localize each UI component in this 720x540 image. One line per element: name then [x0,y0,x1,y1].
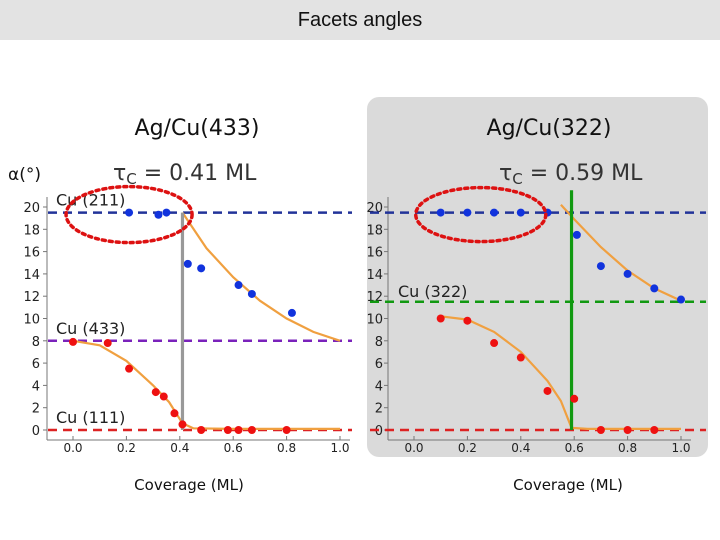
tau-value: = 0.59 ML [523,161,643,186]
reference-line-label: Cu (111) [56,408,125,427]
x-tick-label: 0.8 [618,441,637,455]
data-point-blue [154,210,163,219]
x-tick-label: 0.4 [511,441,530,455]
x-tick-label: 1.0 [671,441,690,455]
data-point-red [223,426,232,434]
data-point-red [650,426,659,434]
data-point-blue [197,264,206,273]
y-tick-label: 8 [375,335,383,350]
x-tick-label: 1.0 [330,441,349,455]
y-tick-label: 6 [32,357,40,372]
tau-subscript: C [512,170,522,188]
chart-panel-1: Ag/Cu(433) τC = 0.41 ML 0 2 4 6 8 10 12 14 16 18 20 0… [23,116,352,494]
data-point-red [247,426,256,434]
data-point-red [151,388,160,397]
highlight-ellipse [414,185,548,244]
data-point-red [170,409,179,418]
y-tick-label: 18 [23,223,40,238]
data-point-red [623,426,632,434]
y-tick-label: 10 [366,313,383,328]
data-point-red [490,339,499,348]
slide-title: Facets angles [0,0,720,40]
y-tick-label: 8 [32,335,40,350]
x-tick-label: 0.6 [565,441,584,455]
tau-annotation: τC = 0.41 ML [113,161,257,188]
data-point-red [125,364,134,373]
chart-layer: Ag/Cu(433)τC = 0.41 ML024681012141618200… [23,116,706,494]
y-tick-label: 2 [375,402,383,417]
tau-annotation: τC = 0.59 ML [499,161,643,188]
chart-title: Ag/Cu(433) [135,116,260,141]
x-tick-label: 0.2 [117,441,136,455]
data-point-red [596,426,605,434]
data-point-red [234,426,243,434]
y-tick-label: 12 [23,290,40,305]
reference-line-label: Cu (322) [398,282,467,301]
data-point-red [159,392,168,401]
data-point-blue [490,208,499,217]
tau-symbol: τ [499,161,512,186]
data-point-blue [623,269,632,278]
tau-subscript: C [126,170,136,188]
data-point-blue [287,308,296,317]
y-tick-label: 16 [23,246,40,261]
data-point-blue [463,208,472,217]
y-tick-label: 14 [23,268,40,283]
data-point-red [570,394,579,403]
right-panel-background [367,97,708,457]
data-point-blue [436,208,445,217]
y-tick-label: 16 [366,246,383,261]
data-point-blue [162,208,171,217]
data-point-red [543,386,552,395]
y-tick-label: 2 [32,402,40,417]
fit-curve [72,339,340,430]
y-tick-label: 20 [23,201,40,216]
y-axis-label: α(°) [8,165,41,185]
fit-curve [181,211,341,342]
tau-symbol: τ [113,161,126,186]
data-point-red [197,426,206,434]
x-tick-label: 0.0 [63,441,82,455]
x-axis-title: Coverage (ML) [513,476,623,494]
x-tick-label: 0.8 [277,441,296,455]
data-point-red [103,339,112,348]
y-tick-label: 6 [375,357,383,372]
data-point-red [282,426,291,434]
fit-curve [440,315,681,430]
y-tick-label: 10 [23,313,40,328]
data-point-blue [125,208,134,217]
data-point-blue [596,262,605,271]
data-point-red [178,420,187,429]
y-tick-label: 4 [375,379,383,394]
data-point-blue [516,208,525,217]
y-tick-label: 0 [32,424,40,439]
data-point-blue [650,284,659,293]
chart-title: Ag/Cu(322) [487,116,612,141]
tau-value: = 0.41 ML [137,161,257,186]
chart-panel-2: Ag/Cu(322)τC = 0.59 ML024681012141618200… [366,116,706,494]
data-point-red [463,316,472,325]
y-tick-label: 0 [375,424,383,439]
data-point-blue [677,295,685,304]
x-tick-label: 0.4 [170,441,189,455]
highlight-ellipse [64,184,194,245]
data-point-blue [572,230,581,239]
data-point-blue [234,281,243,290]
data-point-red [69,337,77,346]
data-point-blue [183,259,192,268]
data-point-red [436,314,445,323]
reference-line-label: Cu (211) [56,191,125,210]
x-tick-label: 0.0 [404,441,423,455]
data-point-blue [247,289,256,298]
data-point-red [516,353,525,362]
x-axis-title: Coverage (ML) [134,476,244,494]
x-tick-label: 0.2 [458,441,477,455]
y-tick-label: 18 [366,223,383,238]
x-tick-label: 0.6 [224,441,243,455]
y-tick-label: 4 [32,379,40,394]
reference-line-label: Cu (433) [56,319,125,338]
y-tick-label: 14 [366,268,383,283]
